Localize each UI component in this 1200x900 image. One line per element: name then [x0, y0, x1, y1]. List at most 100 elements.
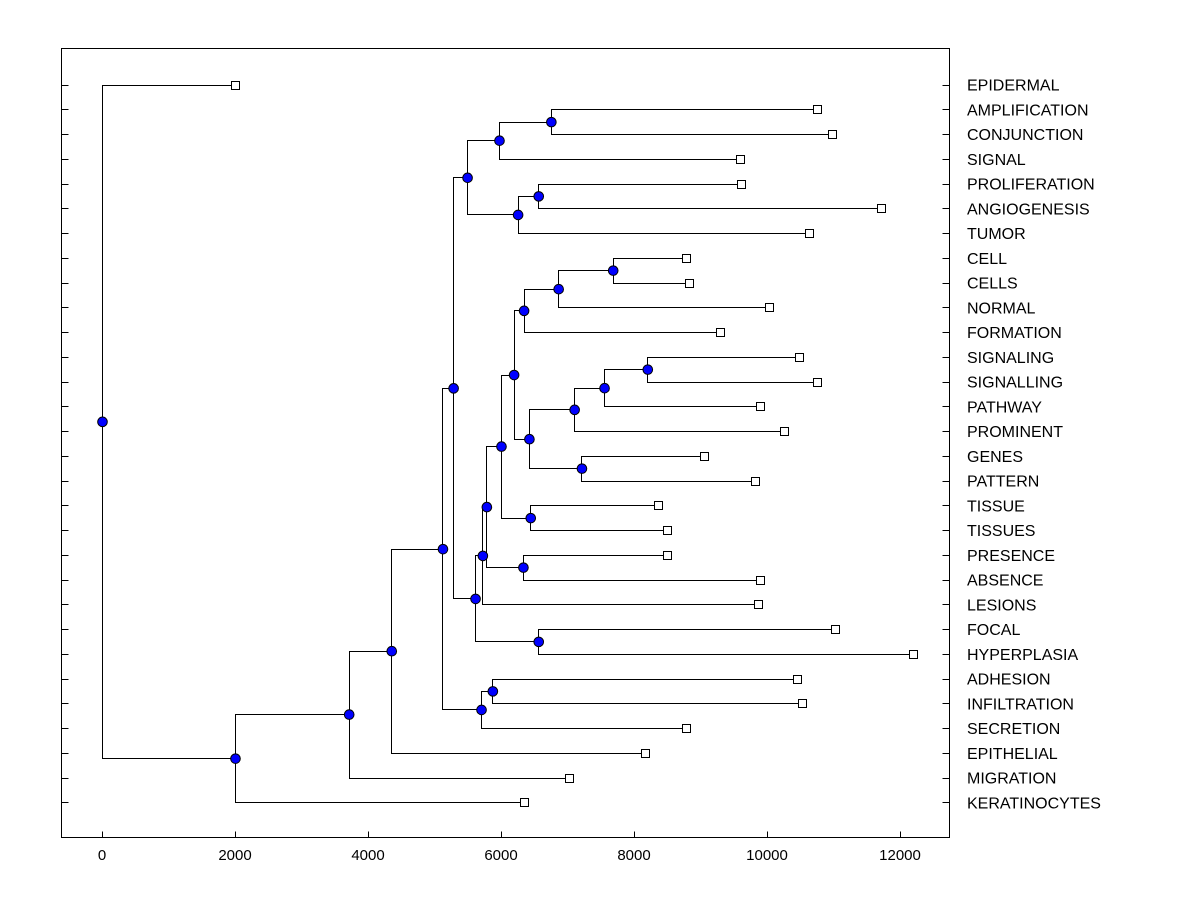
- dendrogram-link: [481, 691, 686, 729]
- leaf-label: CONJUNCTION: [967, 127, 1083, 144]
- leaf-marker: [754, 600, 763, 609]
- leaf-label: PROLIFERATION: [967, 177, 1095, 194]
- leaf-marker: [685, 279, 694, 288]
- leaf-marker: [909, 650, 918, 659]
- leaf-label: SIGNALING: [967, 350, 1054, 367]
- leaf-marker: [663, 551, 672, 560]
- leaf-label: PROMINENT: [967, 424, 1063, 441]
- leaf-label: ANGIOGENESIS: [967, 201, 1090, 218]
- leaf-label: EPITHELIAL: [967, 746, 1058, 763]
- dendrogram-link: [647, 357, 817, 383]
- leaf-marker: [756, 402, 765, 411]
- dendrogram-link: [518, 196, 809, 234]
- leaf-marker: [780, 427, 789, 436]
- dendrogram-link: [530, 505, 667, 531]
- leaf-marker: [798, 699, 807, 708]
- merge-node: [462, 172, 473, 184]
- leaf-label: NORMAL: [967, 300, 1036, 317]
- dendrogram-link: [604, 369, 760, 407]
- leaf-label: SECRETION: [967, 721, 1060, 738]
- leaf-marker: [736, 155, 745, 164]
- leaf-label: LESIONS: [967, 597, 1036, 614]
- merge-node: [599, 382, 610, 394]
- merge-node: [512, 209, 524, 221]
- merge-node: [496, 441, 507, 452]
- leaf-label: SIGNALLING: [967, 375, 1063, 392]
- merge-node: [97, 416, 108, 428]
- merge-node: [607, 265, 619, 276]
- dendrogram-link: [492, 679, 802, 704]
- leaf-label: AMPLIFICATION: [967, 102, 1089, 119]
- leaf-label: SIGNAL: [967, 152, 1026, 169]
- dendrogram-link: [581, 456, 755, 482]
- dendrogram-link: [574, 388, 784, 432]
- x-tick-label: 8000: [617, 847, 650, 864]
- dendrogram-link: [613, 258, 689, 284]
- leaf-marker: [716, 328, 725, 337]
- leaf-label: ABSENCE: [967, 573, 1043, 590]
- merge-node: [525, 512, 537, 524]
- leaf-label: TUMOR: [967, 226, 1026, 243]
- leaf-marker: [737, 180, 746, 189]
- leaf-marker: [682, 254, 691, 263]
- x-tick-label: 10000: [746, 847, 788, 864]
- merge-node: [524, 433, 535, 445]
- leaf-marker: [682, 724, 691, 733]
- merge-node: [533, 636, 545, 648]
- leaf-label: PATHWAY: [967, 399, 1042, 416]
- leaf-marker: [565, 774, 574, 783]
- leaf-marker: [751, 477, 760, 486]
- dendrogram-link: [523, 555, 760, 581]
- leaf-marker: [520, 798, 529, 807]
- dendrogram-link: [538, 629, 913, 655]
- merge-node: [448, 383, 459, 394]
- leaf-label: GENES: [967, 449, 1023, 466]
- merge-node: [508, 369, 520, 381]
- leaf-marker: [831, 625, 840, 634]
- leaf-marker: [795, 353, 804, 362]
- merge-node: [642, 364, 654, 375]
- merge-node: [518, 305, 530, 317]
- merge-node: [494, 135, 505, 146]
- leaf-label: TISSUES: [967, 523, 1035, 540]
- leaf-marker: [813, 378, 822, 387]
- merge-node: [576, 463, 588, 474]
- leaf-marker: [877, 204, 886, 213]
- x-tick-label: 0: [98, 847, 106, 864]
- x-tick-label: 2000: [218, 847, 251, 864]
- merge-node: [437, 543, 449, 555]
- leaf-marker: [231, 81, 240, 90]
- dendrogram-link: [524, 289, 720, 333]
- merge-node: [487, 686, 499, 697]
- merge-node: [533, 191, 545, 202]
- dendrogram-link: [499, 122, 740, 160]
- leaf-label: FOCAL: [967, 622, 1020, 639]
- merge-node: [518, 562, 529, 573]
- leaf-label: TISSUE: [967, 498, 1025, 515]
- merge-node: [470, 593, 481, 605]
- merge-node: [477, 550, 489, 562]
- dendrogram-link: [558, 270, 769, 308]
- merge-node: [546, 116, 557, 128]
- dendrogram-link: [467, 140, 518, 215]
- merge-node: [476, 704, 487, 716]
- leaf-label: KERATINOCYTES: [967, 795, 1101, 812]
- merge-node: [386, 645, 398, 657]
- leaf-marker: [828, 130, 837, 139]
- leaf-label: CELL: [967, 251, 1007, 268]
- merge-node: [230, 753, 241, 764]
- merge-node: [553, 283, 564, 295]
- leaf-marker: [756, 576, 765, 585]
- leaf-label: EPIDERMAL: [967, 78, 1060, 95]
- merge-node: [481, 501, 493, 513]
- leaf-label: INFILTRATION: [967, 696, 1074, 713]
- leaf-label: CELLS: [967, 276, 1018, 293]
- leaf-label: FORMATION: [967, 325, 1062, 342]
- dendrogram-link: [529, 409, 581, 469]
- dendrogram-link: [349, 651, 569, 779]
- dendrogram-link: [102, 85, 235, 759]
- leaf-label: HYPERPLASIA: [967, 647, 1078, 664]
- x-tick-label: 12000: [879, 847, 921, 864]
- x-tick-label: 6000: [484, 847, 517, 864]
